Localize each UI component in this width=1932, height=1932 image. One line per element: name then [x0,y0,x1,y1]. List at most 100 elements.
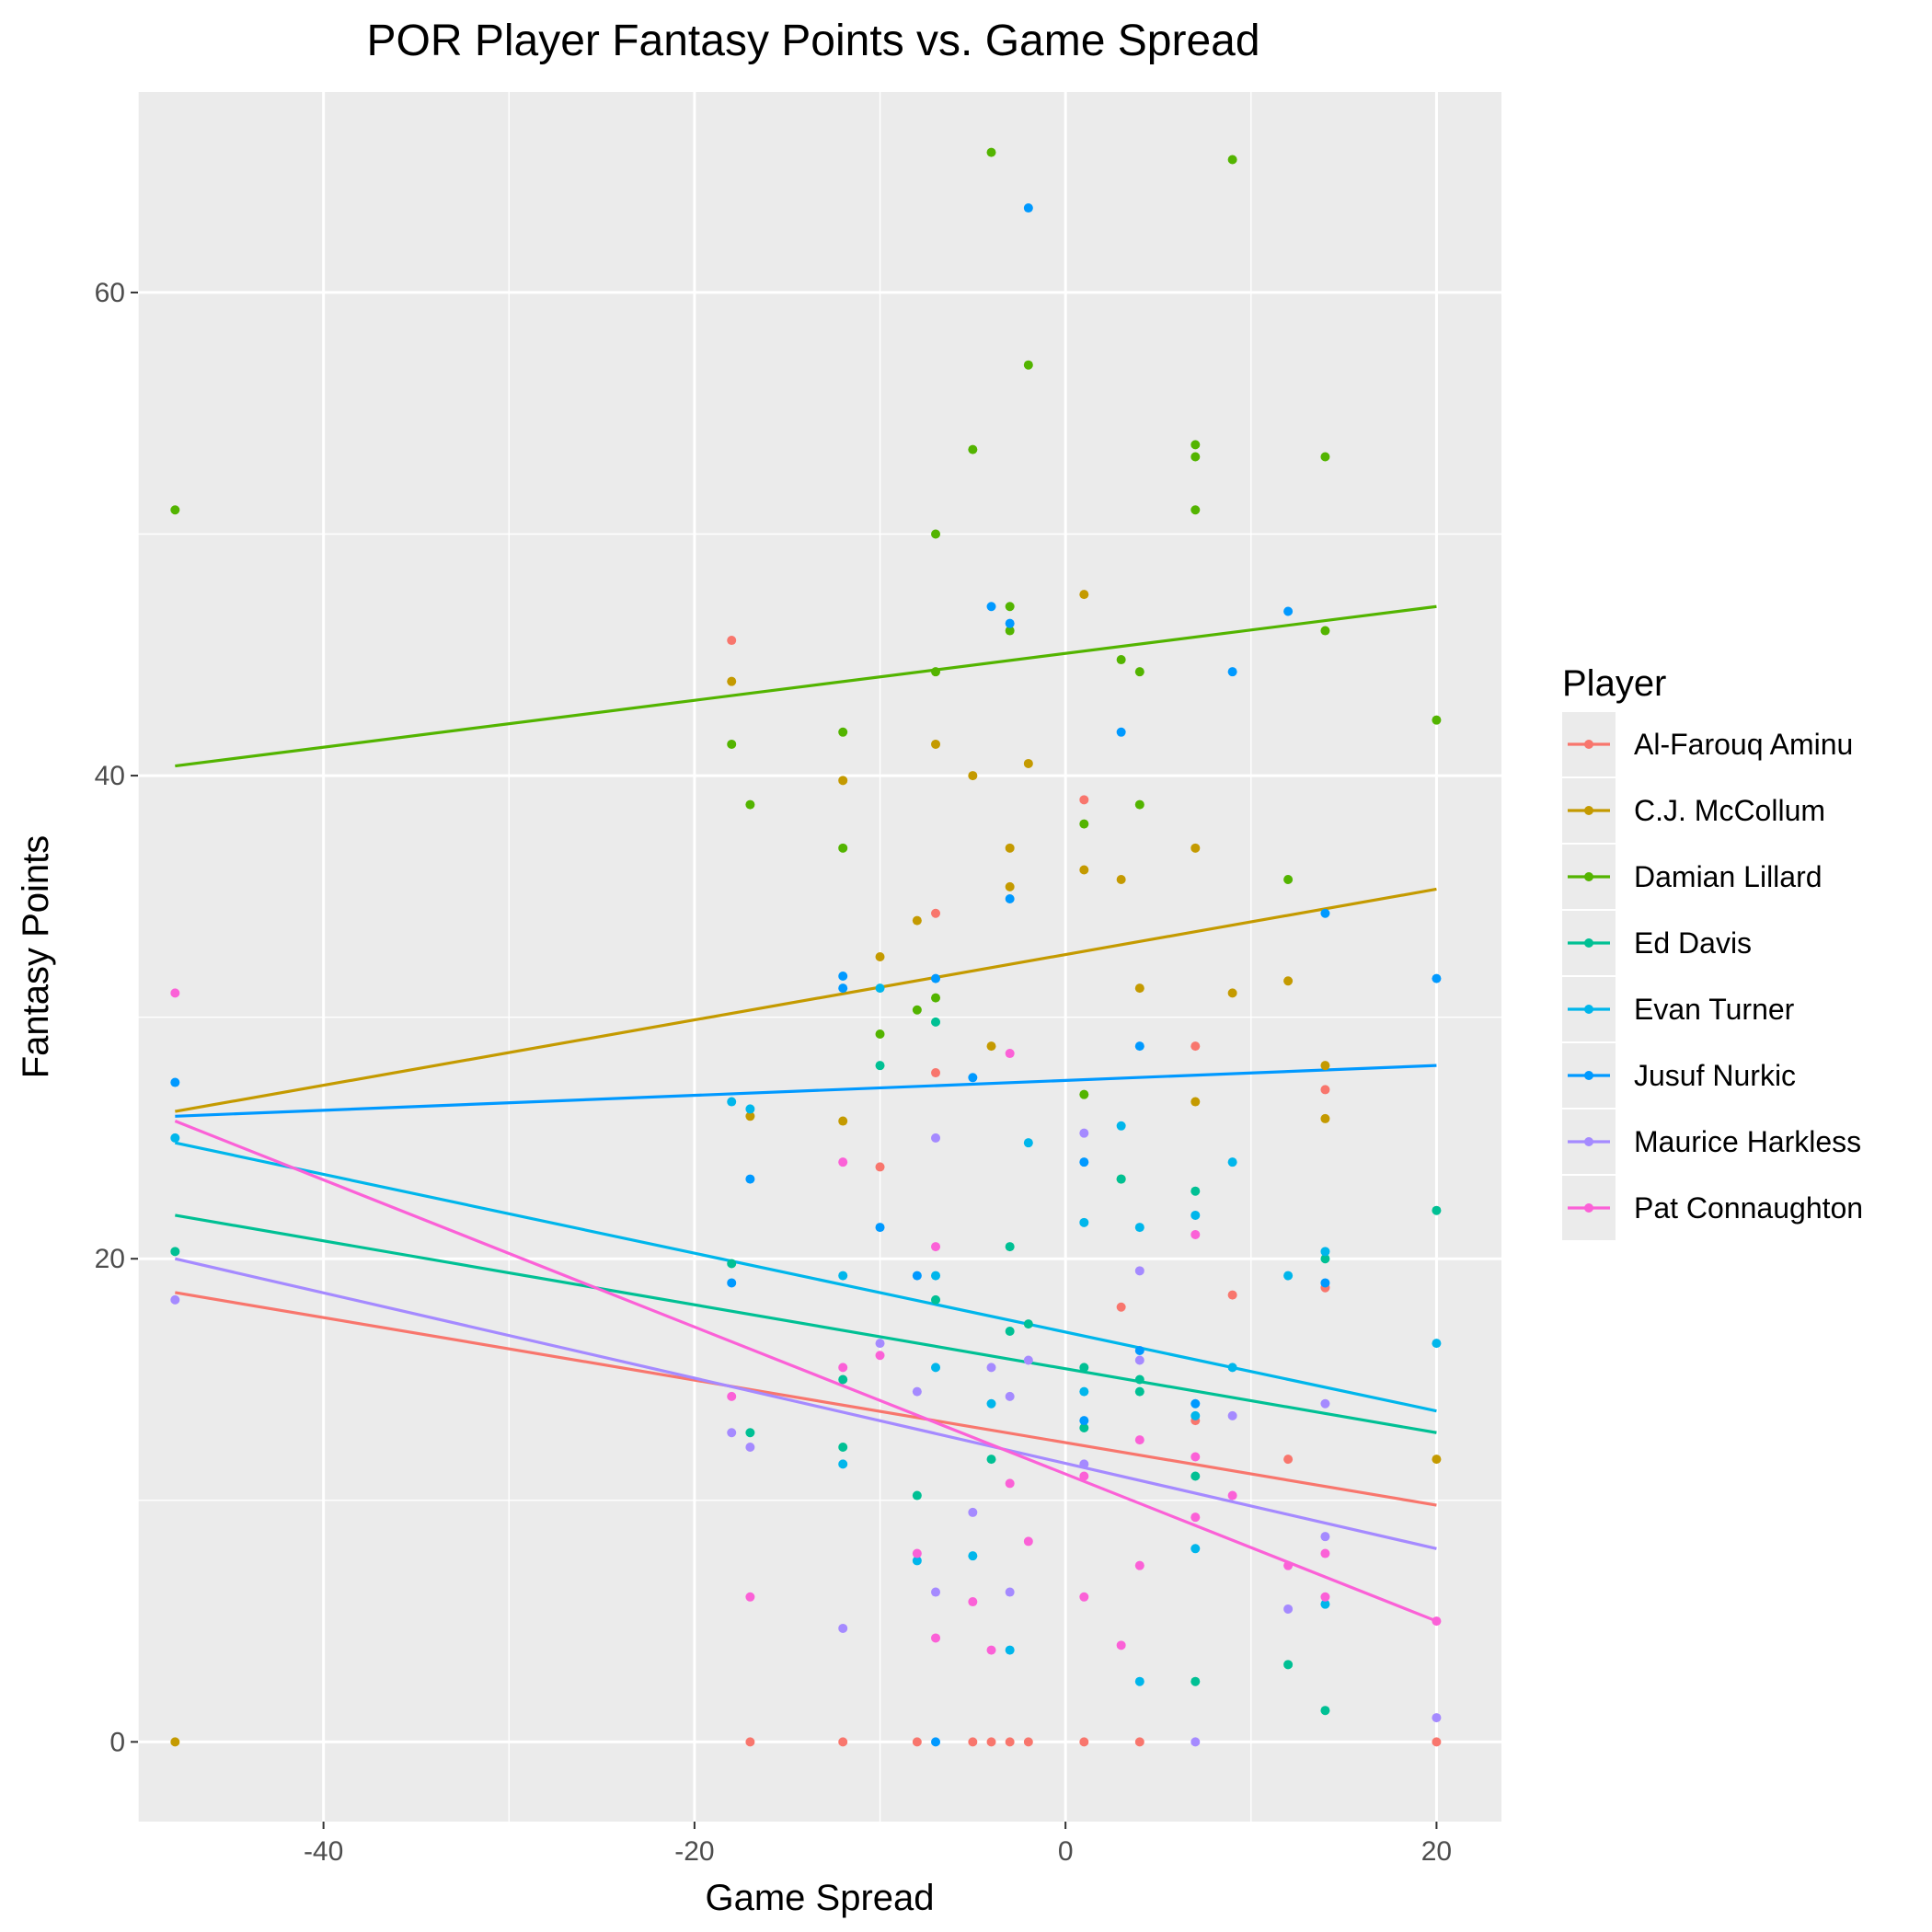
data-point-pat-connaughton [931,1242,941,1252]
legend-key-point [1584,1071,1593,1080]
data-point-jusuf-nurkic [931,1737,941,1747]
data-point-pat-connaughton [1005,1478,1015,1489]
data-point-evan-turner [1134,1676,1144,1686]
data-point-damian-lillard [1190,505,1201,515]
legend-label: Evan Turner [1634,993,1795,1026]
trend-line-al-farouq-aminu [175,1291,1437,1507]
data-point-al-farouq-aminu [745,1737,755,1747]
data-point-c-j-mccollum [912,915,922,926]
data-point-evan-turner [727,1097,737,1107]
y-tick-label: 0 [109,1727,125,1757]
data-point-damian-lillard [838,727,848,737]
data-point-maurice-harkless [912,1386,922,1397]
data-point-maurice-harkless [1320,1398,1330,1409]
trend-line-pat-connaughton [174,1120,1438,1623]
legend-item-pat-connaughton: Pat Connaughton [1562,1176,1863,1240]
data-point-c-j-mccollum [931,739,941,749]
data-point-c-j-mccollum [1005,881,1015,891]
trend-lines [174,604,1438,1623]
data-point-al-farouq-aminu [1079,795,1089,805]
data-point-maurice-harkless [1134,1355,1144,1365]
legend-key-point [1584,872,1593,881]
data-point-maurice-harkless [968,1507,978,1517]
legend-item-evan-turner: Evan Turner [1562,977,1795,1041]
legend-label: Jusuf Nurkic [1634,1059,1796,1092]
data-point-evan-turner [838,1271,848,1281]
data-point-evan-turner [1116,1121,1126,1131]
data-point-al-farouq-aminu [1320,1085,1330,1095]
data-point-jusuf-nurkic [986,602,996,612]
data-point-pat-connaughton [1134,1560,1144,1570]
data-point-maurice-harkless [1432,1713,1442,1723]
data-point-maurice-harkless [170,1294,180,1305]
data-point-evan-turner [1283,1271,1294,1281]
data-point-jusuf-nurkic [968,1073,978,1083]
legend-items: Al-Farouq Aminu C.J. McCollum Damian Lilla… [1562,712,1863,1240]
x-tick-label: -40 [304,1836,343,1867]
data-point-c-j-mccollum [727,676,737,686]
data-point-jusuf-nurkic [912,1271,922,1281]
legend-item-jusuf-nurkic: Jusuf Nurkic [1562,1043,1796,1108]
data-point-pat-connaughton [986,1645,996,1655]
grid-major [138,92,1501,1822]
data-point-ed-davis [986,1455,996,1465]
data-point-al-farouq-aminu [838,1737,848,1747]
data-point-pat-connaughton [968,1597,978,1607]
data-point-al-farouq-aminu [1005,1737,1015,1747]
legend-label: Ed Davis [1634,926,1752,960]
data-point-evan-turner [875,983,885,994]
data-point-al-farouq-aminu [931,908,941,918]
legend-key-point [1584,806,1593,815]
data-point-maurice-harkless [1079,1459,1089,1469]
data-point-c-j-mccollum [170,1737,180,1747]
data-point-damian-lillard [1023,360,1033,370]
data-point-ed-davis [1134,1386,1144,1397]
data-point-ed-davis [1283,1660,1294,1670]
data-point-maurice-harkless [1320,1532,1330,1542]
data-point-ed-davis [1134,1374,1144,1385]
y-axis-title: Fantasy Points [16,835,56,1079]
data-point-c-j-mccollum [1227,988,1237,998]
x-axis: -40 -20 0 20 [304,1822,1452,1867]
data-point-al-farouq-aminu [1283,1455,1294,1465]
legend-key-point [1584,1137,1593,1146]
data-point-c-j-mccollum [1320,1061,1330,1071]
data-point-ed-davis [170,1247,180,1257]
data-point-evan-turner [838,1459,848,1469]
data-point-damian-lillard [1283,874,1294,884]
data-point-c-j-mccollum [1283,976,1294,986]
data-point-jusuf-nurkic [931,973,941,983]
data-point-pat-connaughton [1005,1049,1015,1059]
data-point-pat-connaughton [838,1157,848,1167]
data-point-damian-lillard [745,799,755,810]
data-point-ed-davis [1190,1186,1201,1196]
data-point-maurice-harkless [1134,1266,1144,1276]
data-point-c-j-mccollum [986,1041,996,1052]
data-point-c-j-mccollum [1134,983,1144,994]
data-point-c-j-mccollum [745,1111,755,1121]
data-point-damian-lillard [1134,799,1144,810]
trend-line-evan-turner [174,1141,1437,1413]
data-point-c-j-mccollum [1116,874,1126,884]
trend-line-c-j-mccollum [175,887,1437,1113]
data-point-jusuf-nurkic [1023,203,1033,213]
data-point-ed-davis [838,1374,848,1385]
data-point-al-farouq-aminu [931,1068,941,1078]
legend-label: Maurice Harkless [1634,1125,1861,1158]
data-point-maurice-harkless [931,1133,941,1143]
data-point-ed-davis [1023,1319,1033,1329]
data-point-ed-davis [931,1017,941,1027]
data-point-damian-lillard [931,993,941,1003]
legend-item-maurice-harkless: Maurice Harkless [1562,1110,1861,1174]
data-point-evan-turner [1190,1544,1201,1554]
trend-line-maurice-harkless [174,1257,1437,1550]
data-point-evan-turner [1320,1599,1330,1609]
data-point-pat-connaughton [1079,1592,1089,1602]
trend-line-damian-lillard [175,604,1437,768]
data-point-c-j-mccollum [1320,1113,1330,1123]
legend-key-point [1584,1203,1593,1213]
data-point-maurice-harkless [931,1587,941,1597]
data-point-evan-turner [1005,1645,1015,1655]
data-point-c-j-mccollum [1023,758,1033,768]
data-point-evan-turner [170,1133,180,1143]
